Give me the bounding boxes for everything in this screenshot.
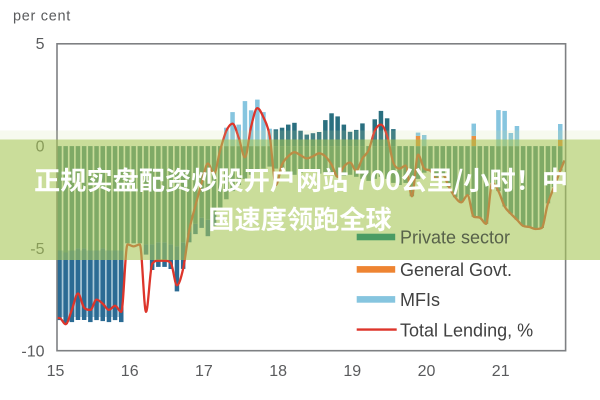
svg-text:16: 16 — [121, 363, 139, 380]
svg-text:-10: -10 — [21, 343, 44, 360]
svg-text:per cent: per cent — [13, 9, 71, 25]
svg-text:Private sector: Private sector — [400, 228, 510, 248]
svg-text:MFIs: MFIs — [400, 290, 440, 310]
svg-text:18: 18 — [269, 363, 287, 380]
svg-text:20: 20 — [418, 363, 436, 380]
svg-text:21: 21 — [492, 363, 510, 380]
svg-text:19: 19 — [343, 363, 361, 380]
svg-text:Total Lending, %: Total Lending, % — [400, 320, 533, 340]
svg-text:5: 5 — [36, 36, 45, 53]
svg-text:15: 15 — [47, 363, 65, 380]
svg-text:17: 17 — [195, 363, 213, 380]
svg-text:General Govt.: General Govt. — [400, 260, 512, 280]
